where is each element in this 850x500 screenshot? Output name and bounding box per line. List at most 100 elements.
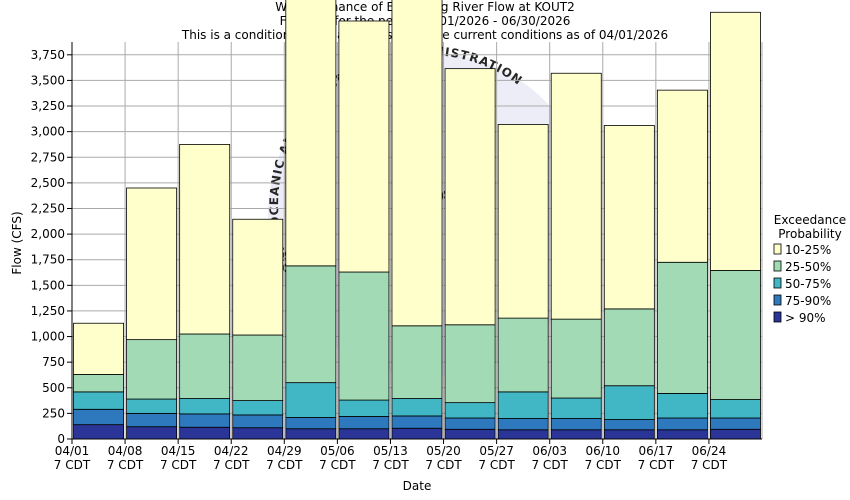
bar-segment: [550, 429, 602, 440]
bar-segment: [444, 402, 496, 419]
bar-segment: [73, 408, 124, 426]
x-tick-label: 06/03: [532, 444, 567, 458]
bar-segment: [73, 322, 124, 375]
y-tick-label: 0: [57, 432, 65, 446]
bar-segment: [232, 400, 284, 416]
y-tick-label: 750: [42, 355, 65, 369]
bar-segment: [179, 333, 231, 399]
x-tick-label: 05/20: [426, 444, 461, 458]
bar-segment: [338, 416, 390, 430]
bar-segment: [497, 429, 549, 440]
bar-segment: [73, 424, 124, 440]
legend-label: > 90%: [785, 311, 826, 325]
bar-segment: [497, 418, 549, 431]
legend-title: Probability: [778, 227, 841, 241]
bar-segment: [444, 324, 496, 404]
bars: [73, 0, 761, 440]
x-axis-label: Date: [403, 479, 432, 493]
x-tick-sublabel: 7 CDT: [425, 458, 462, 472]
bar-stack: [550, 72, 602, 440]
bar-stack: [603, 125, 655, 440]
y-tick-label: 3,750: [31, 48, 65, 62]
bar-stack: [285, 0, 337, 440]
x-tick-label: 04/29: [267, 444, 302, 458]
bar-segment: [656, 417, 708, 431]
legend-label: 50-75%: [785, 277, 831, 291]
legend-label: 75-90%: [785, 294, 831, 308]
bar-segment: [710, 417, 761, 430]
y-tick-label: 1,750: [31, 253, 65, 267]
legend-swatch: [773, 294, 782, 306]
bar-segment: [232, 414, 284, 429]
y-tick-label: 2,750: [31, 150, 65, 164]
x-tick-sublabel: 7 CDT: [319, 458, 356, 472]
bar-segment: [285, 265, 337, 384]
bar-segment: [603, 125, 655, 310]
y-tick-label: 3,500: [31, 73, 65, 87]
x-tick-sublabel: 7 CDT: [372, 458, 409, 472]
bar-segment: [603, 419, 655, 431]
x-tick-sublabel: 7 CDT: [160, 458, 197, 472]
x-tick-label: 05/06: [320, 444, 355, 458]
bar-segment: [391, 325, 443, 399]
bar-segment: [550, 397, 602, 419]
bar-stack: [656, 89, 708, 440]
bar-segment: [444, 417, 496, 430]
x-tick-label: 06/17: [639, 444, 674, 458]
x-tick-label: 06/24: [692, 444, 727, 458]
x-tick-sublabel: 7 CDT: [478, 458, 515, 472]
x-tick-sublabel: 7 CDT: [54, 458, 91, 472]
y-tick-label: 1,250: [31, 304, 65, 318]
bar-segment: [285, 417, 337, 430]
bar-segment: [391, 0, 443, 327]
bar-segment: [285, 428, 337, 440]
x-tick-sublabel: 7 CDT: [638, 458, 675, 472]
bar-segment: [338, 399, 390, 417]
bar-segment: [603, 385, 655, 420]
bar-stack: [179, 144, 231, 440]
bar-segment: [179, 413, 231, 428]
x-tick-sublabel: 7 CDT: [691, 458, 728, 472]
bar-stack: [73, 322, 124, 440]
x-tick-label: 04/22: [214, 444, 249, 458]
bar-segment: [391, 427, 443, 440]
bar-segment: [73, 374, 124, 393]
bar-segment: [603, 308, 655, 387]
x-tick-sublabel: 7 CDT: [266, 458, 303, 472]
bar-segment: [232, 427, 284, 440]
bar-stack: [497, 124, 549, 440]
bar-segment: [550, 418, 602, 431]
bar-segment: [444, 68, 496, 326]
bar-stack: [444, 68, 496, 440]
y-tick-label: 1,000: [31, 330, 65, 344]
bar-segment: [710, 11, 761, 271]
y-tick-label: 500: [42, 381, 65, 395]
bar-stack: [391, 0, 443, 440]
bar-segment: [338, 428, 390, 440]
bar-segment: [126, 339, 178, 400]
legend-label: 25-50%: [785, 260, 831, 274]
bar-segment: [497, 124, 549, 319]
x-tick-sublabel: 7 CDT: [585, 458, 622, 472]
x-tick-label: 04/08: [108, 444, 143, 458]
bar-segment: [179, 398, 231, 415]
bar-stack: [232, 218, 284, 440]
bar-stack: [338, 20, 390, 440]
bar-stack: [126, 187, 178, 440]
bar-segment: [126, 426, 178, 440]
bar-segment: [656, 261, 708, 394]
bar-segment: [338, 271, 390, 401]
bar-segment: [656, 429, 708, 440]
bar-segment: [232, 334, 284, 401]
legend-swatch: [773, 277, 782, 289]
y-tick-label: 2,250: [31, 201, 65, 215]
bar-segment: [338, 20, 390, 273]
bar-segment: [126, 187, 178, 341]
y-tick-label: 3,000: [31, 125, 65, 139]
legend-label: 10-25%: [785, 243, 831, 257]
bar-segment: [444, 428, 496, 440]
bar-segment: [232, 218, 284, 336]
